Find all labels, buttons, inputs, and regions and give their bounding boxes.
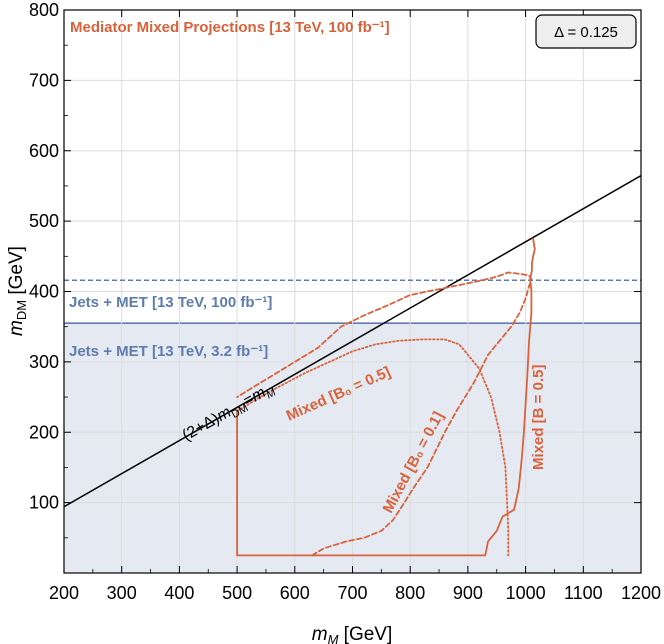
x-tick-label: 400 [164, 583, 194, 603]
x-tick-label: 1000 [506, 583, 546, 603]
reference-lines [64, 174, 641, 508]
y-tick-label: 100 [29, 493, 59, 513]
shaded-region-label: Jets + MET [13 TeV, 3.2 fb⁻¹] [69, 343, 268, 360]
y-axis-label: mDM [GeV] [6, 246, 29, 336]
y-tick-label: 300 [29, 352, 59, 372]
y-tick-label: 400 [29, 282, 59, 302]
x-axis-label: mM [GeV] [312, 624, 393, 644]
y-tick-label: 600 [29, 141, 59, 161]
x-tick-label: 200 [49, 583, 79, 603]
series-line-0 [236, 237, 536, 557]
y-tick-label: 500 [29, 211, 59, 231]
x-tick-label: 900 [453, 583, 483, 603]
x-tick-label: 600 [280, 583, 310, 603]
series-label-mixed-b-0.5: Mixed [B = 0.5] [530, 365, 547, 470]
series-layer [236, 237, 536, 557]
delta-box-text: Δ = 0.125 [554, 24, 618, 41]
y-tick-label: 200 [29, 422, 59, 442]
x-tick-label: 300 [107, 583, 137, 603]
ticks: 200 300 400 500 600 700 800 900 1000 1100 1200 100 2… [29, 0, 661, 603]
y-tick-label: 700 [29, 70, 59, 90]
x-tick-label: 700 [337, 583, 367, 603]
series-line-1 [236, 271, 533, 557]
x-tick-label: 500 [222, 583, 252, 603]
x-tick-label: 1200 [621, 583, 661, 603]
dashed-line-label: Jets + MET [13 TeV, 100 fb⁻¹] [69, 294, 272, 311]
x-tick-label: 1100 [564, 583, 603, 603]
diagonal-line [64, 174, 641, 508]
series-line-2 [236, 338, 510, 557]
delta-box: Δ = 0.125 [535, 14, 637, 49]
x-tick-label: 800 [395, 583, 425, 603]
chart-title: Mediator Mixed Projections [13 TeV, 100 … [70, 19, 390, 36]
y-tick-label: 800 [29, 0, 59, 20]
